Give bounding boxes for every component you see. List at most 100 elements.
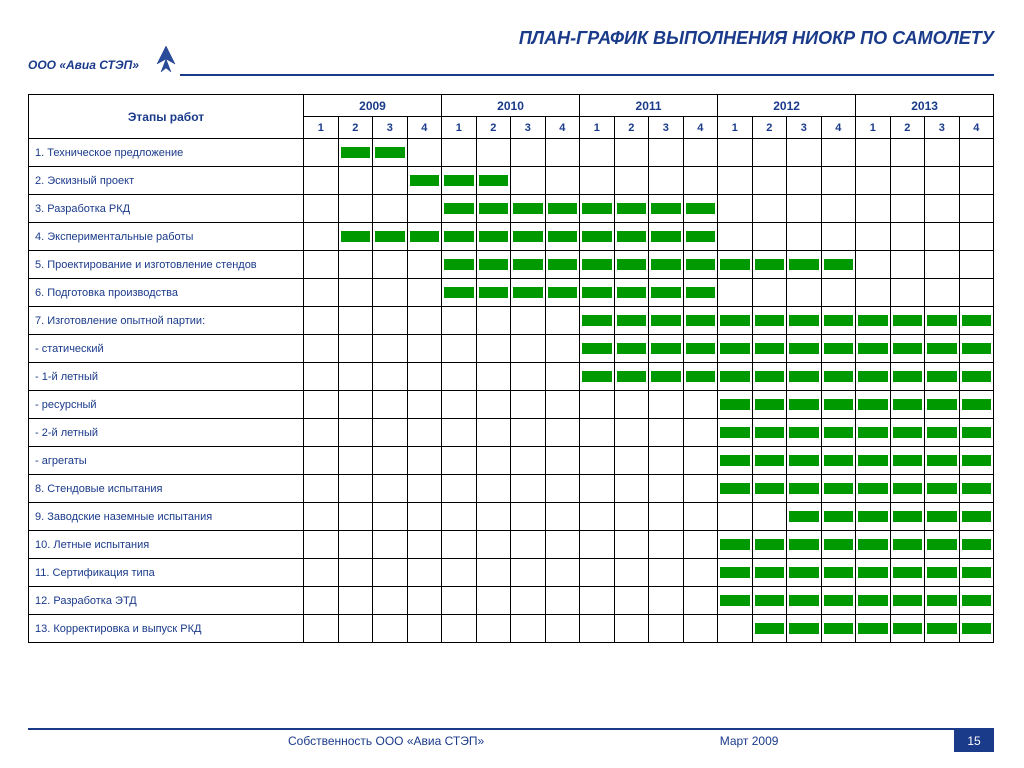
gantt-cell [649, 223, 684, 251]
gantt-cell [545, 335, 580, 363]
gantt-cell [304, 559, 339, 587]
gantt-bar [513, 231, 543, 242]
gantt-cell [442, 335, 477, 363]
gantt-cell [959, 167, 994, 195]
gantt-cell [580, 587, 615, 615]
gantt-cell [856, 503, 891, 531]
gantt-bar [720, 259, 750, 270]
gantt-cell [580, 279, 615, 307]
gantt-cell [373, 167, 408, 195]
gantt-cell [442, 503, 477, 531]
task-label: - ресурсный [29, 391, 304, 419]
task-label: 5. Проектирование и изготовление стендов [29, 251, 304, 279]
gantt-bar [582, 343, 612, 354]
gantt-cell [338, 419, 373, 447]
gantt-cell [718, 195, 753, 223]
gantt-bar [824, 259, 854, 270]
gantt-cell [407, 587, 442, 615]
gantt-bar [686, 231, 716, 242]
gantt-cell [752, 475, 787, 503]
gantt-bar [824, 399, 854, 410]
gantt-cell [407, 279, 442, 307]
task-label: 9. Заводские наземные испытания [29, 503, 304, 531]
gantt-cell [338, 391, 373, 419]
gantt-bar [341, 147, 371, 158]
gantt-cell [304, 615, 339, 643]
gantt-cell [614, 251, 649, 279]
gantt-bar [582, 203, 612, 214]
gantt-bar [824, 371, 854, 382]
gantt-cell [683, 195, 718, 223]
gantt-cell [373, 251, 408, 279]
gantt-bar [755, 315, 785, 326]
gantt-cell [890, 419, 925, 447]
gantt-cell [683, 503, 718, 531]
gantt-cell [649, 475, 684, 503]
gantt-cell [580, 503, 615, 531]
gantt-cell [787, 391, 822, 419]
gantt-cell [304, 251, 339, 279]
gantt-cell [442, 139, 477, 167]
gantt-cell [821, 195, 856, 223]
gantt-cell [407, 307, 442, 335]
gantt-bar [755, 483, 785, 494]
gantt-cell [649, 615, 684, 643]
gantt-cell [338, 475, 373, 503]
gantt-cell [614, 475, 649, 503]
gantt-cell [959, 223, 994, 251]
gantt-cell [545, 363, 580, 391]
table-row: - 2-й летный [29, 419, 994, 447]
gantt-bar [858, 315, 888, 326]
gantt-bar [962, 455, 992, 466]
gantt-bar [824, 483, 854, 494]
gantt-cell [442, 559, 477, 587]
quarter-header: 2 [476, 117, 511, 139]
gantt-cell [787, 587, 822, 615]
task-label: 12. Разработка ЭТД [29, 587, 304, 615]
task-label: - 1-й летный [29, 363, 304, 391]
gantt-cell [856, 139, 891, 167]
gantt-bar [824, 511, 854, 522]
gantt-cell [442, 391, 477, 419]
gantt-cell [925, 503, 960, 531]
gantt-cell [511, 279, 546, 307]
gantt-cell [718, 391, 753, 419]
gantt-cell [959, 615, 994, 643]
gantt-cell [821, 251, 856, 279]
gantt-cell [442, 307, 477, 335]
gantt-cell [580, 139, 615, 167]
gantt-cell [925, 167, 960, 195]
gantt-bar [927, 511, 957, 522]
company-logo-icon [155, 44, 177, 74]
gantt-cell [890, 587, 925, 615]
gantt-cell [338, 531, 373, 559]
gantt-cell [683, 531, 718, 559]
gantt-bar [893, 539, 923, 550]
gantt-bar [858, 483, 888, 494]
gantt-bar [789, 595, 819, 606]
gantt-cell [821, 531, 856, 559]
gantt-bar [410, 231, 440, 242]
gantt-cell [856, 167, 891, 195]
page-number: 15 [954, 730, 994, 752]
gantt-cell [614, 559, 649, 587]
footer: Собственность ООО «Авиа СТЭП» Март 2009 … [28, 730, 994, 752]
gantt-cell [338, 307, 373, 335]
gantt-bar [962, 539, 992, 550]
gantt-bar [479, 203, 509, 214]
gantt-bar [927, 399, 957, 410]
gantt-bar [513, 287, 543, 298]
gantt-cell [407, 559, 442, 587]
gantt-cell [890, 503, 925, 531]
gantt-bar [686, 371, 716, 382]
gantt-cell [511, 559, 546, 587]
gantt-bar [858, 427, 888, 438]
gantt-bar [720, 455, 750, 466]
gantt-cell [649, 307, 684, 335]
gantt-cell [373, 559, 408, 587]
task-label: - статический [29, 335, 304, 363]
gantt-bar [410, 175, 440, 186]
gantt-cell [580, 223, 615, 251]
gantt-cell [649, 335, 684, 363]
gantt-bar [962, 371, 992, 382]
